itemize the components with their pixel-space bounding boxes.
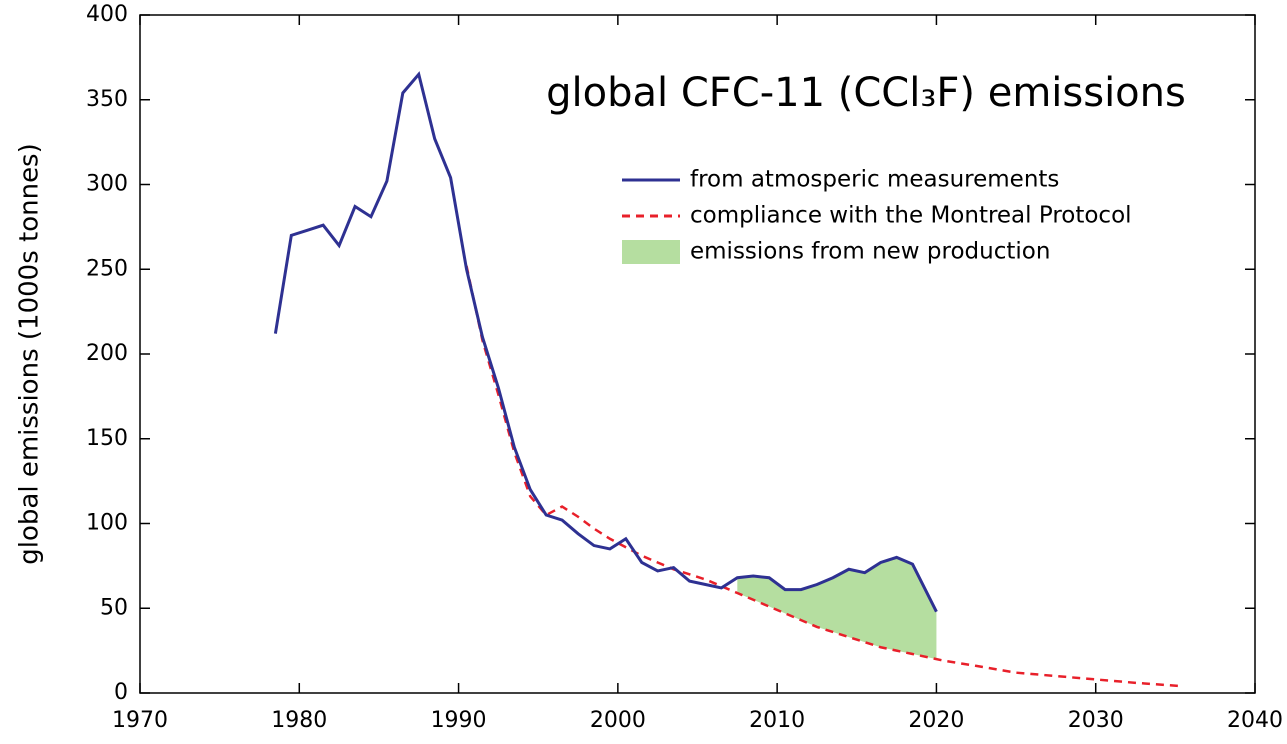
line	[273, 71, 938, 613]
legend-label: from atmosperic measurements	[690, 167, 1059, 193]
y-tick-label: 200	[86, 341, 128, 366]
line	[465, 265, 1184, 688]
x-tick-label: 2010	[749, 708, 805, 733]
y-tick-label: 300	[86, 172, 128, 197]
plot-frame	[139, 14, 1256, 694]
x-tick-label: 2030	[1068, 708, 1124, 733]
legend-label: emissions from new production	[690, 239, 1050, 265]
x-tick-label: 1990	[431, 708, 487, 733]
x-tick-label: 1980	[271, 708, 327, 733]
x-tick-label: 2020	[908, 708, 964, 733]
chart-title: global CFC-11 (CCl₃F) emissions	[546, 70, 1186, 116]
y-tick-label: 100	[86, 511, 128, 536]
y-tick-label: 50	[100, 595, 128, 620]
y-tick-label: 150	[86, 426, 128, 451]
legend-swatch	[622, 240, 680, 264]
y-tick-label: 0	[114, 680, 128, 705]
y-axis-label: global emissions (1000s tonnes)	[15, 143, 45, 564]
x-tick-label: 2000	[590, 708, 646, 733]
legend-label: compliance with the Montreal Protocol	[690, 203, 1132, 229]
x-tick-label: 1970	[112, 708, 168, 733]
y-tick-label: 250	[86, 256, 128, 281]
x-tick-label: 2040	[1227, 708, 1283, 733]
area	[737, 557, 937, 660]
y-tick-label: 350	[86, 87, 128, 112]
y-tick-label: 400	[86, 2, 128, 27]
